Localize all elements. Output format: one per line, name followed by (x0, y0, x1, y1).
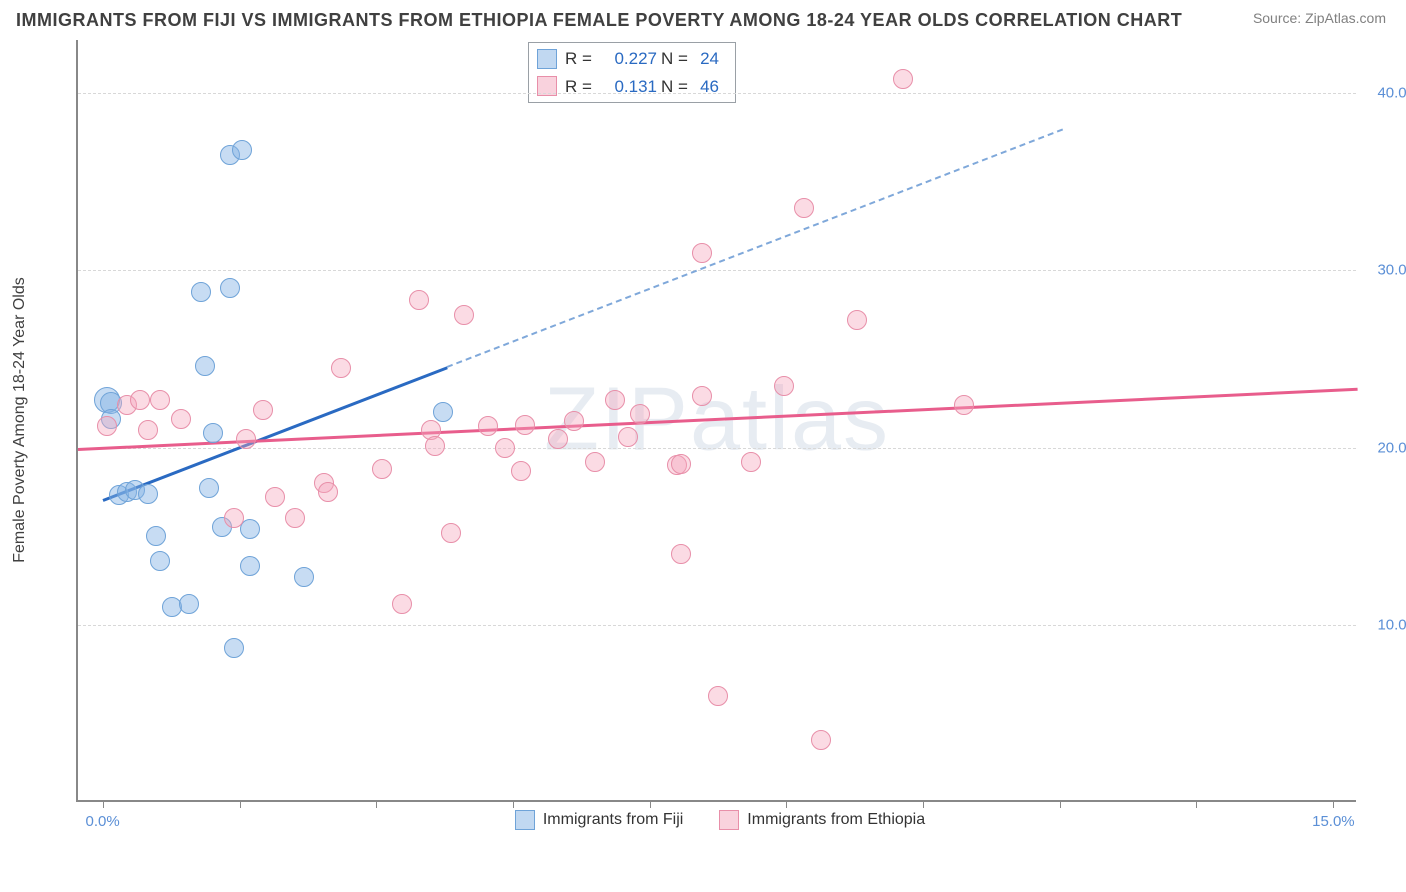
ethiopia-data-point (605, 390, 625, 410)
y-tick-label: 10.0% (1364, 616, 1406, 633)
fiji-data-point (203, 423, 223, 443)
ethiopia-data-point (138, 420, 158, 440)
ethiopia-r-value: 0.131 (601, 74, 661, 100)
ethiopia-data-point (847, 310, 867, 330)
legend-r-label-2: R = (565, 74, 601, 100)
legend-r-label: R = (565, 46, 601, 72)
ethiopia-data-point (171, 409, 191, 429)
ethiopia-data-point (954, 395, 974, 415)
x-tick (923, 800, 924, 808)
plot-region: ZIPatlas R = 0.227 N = 24 R = 0.131 N = … (76, 40, 1356, 802)
fiji-data-point (191, 282, 211, 302)
series-legend: Immigrants from Fiji Immigrants from Eth… (50, 810, 1390, 830)
ethiopia-data-point (741, 452, 761, 472)
ethiopia-data-point (630, 404, 650, 424)
ethiopia-swatch-icon (719, 810, 739, 830)
ethiopia-data-point (224, 508, 244, 528)
fiji-data-point (433, 402, 453, 422)
gridline (78, 625, 1356, 626)
ethiopia-data-point (548, 429, 568, 449)
x-tick (1196, 800, 1197, 808)
fiji-series-label: Immigrants from Fiji (543, 811, 683, 829)
y-axis-label: Female Poverty Among 18-24 Year Olds (11, 277, 29, 563)
fiji-trend-dashed (447, 129, 1063, 368)
fiji-data-point (150, 551, 170, 571)
ethiopia-data-point (478, 416, 498, 436)
fiji-data-point (179, 594, 199, 614)
y-tick-label: 40.0% (1364, 85, 1406, 102)
ethiopia-data-point (392, 594, 412, 614)
fiji-swatch-icon (537, 49, 557, 69)
gridline (78, 270, 1356, 271)
ethiopia-data-point (515, 415, 535, 435)
fiji-data-point (138, 484, 158, 504)
legend-n-label: N = (661, 46, 693, 72)
fiji-n-value: 24 (693, 46, 723, 72)
ethiopia-data-point (409, 290, 429, 310)
fiji-data-point (220, 278, 240, 298)
ethiopia-trend (78, 387, 1358, 450)
x-tick (513, 800, 514, 808)
legend-item-ethiopia: Immigrants from Ethiopia (719, 810, 925, 830)
ethiopia-data-point (794, 198, 814, 218)
ethiopia-data-point (265, 487, 285, 507)
ethiopia-data-point (671, 454, 691, 474)
x-tick (650, 800, 651, 808)
x-tick (786, 800, 787, 808)
ethiopia-data-point (564, 411, 584, 431)
fiji-data-point (240, 519, 260, 539)
ethiopia-data-point (811, 730, 831, 750)
ethiopia-data-point (425, 436, 445, 456)
ethiopia-n-value: 46 (693, 74, 723, 100)
source-label: Source: ZipAtlas.com (1253, 10, 1386, 26)
ethiopia-data-point (318, 482, 338, 502)
ethiopia-data-point (236, 429, 256, 449)
x-tick (376, 800, 377, 808)
y-tick-label: 20.0% (1364, 439, 1406, 456)
ethiopia-data-point (97, 416, 117, 436)
fiji-data-point (146, 526, 166, 546)
x-tick (1333, 800, 1334, 808)
chart-title: IMMIGRANTS FROM FIJI VS IMMIGRANTS FROM … (16, 10, 1182, 31)
gridline (78, 448, 1356, 449)
gridline (78, 93, 1356, 94)
ethiopia-data-point (618, 427, 638, 447)
ethiopia-data-point (372, 459, 392, 479)
fiji-data-point (294, 567, 314, 587)
chart-area: Female Poverty Among 18-24 Year Olds ZIP… (50, 40, 1390, 830)
ethiopia-data-point (253, 400, 273, 420)
fiji-data-point (199, 478, 219, 498)
ethiopia-data-point (893, 69, 913, 89)
fiji-swatch-icon (515, 810, 535, 830)
ethiopia-data-point (774, 376, 794, 396)
ethiopia-data-point (671, 544, 691, 564)
ethiopia-data-point (285, 508, 305, 528)
ethiopia-series-label: Immigrants from Ethiopia (747, 811, 925, 829)
ethiopia-data-point (692, 386, 712, 406)
legend-n-label-2: N = (661, 74, 693, 100)
x-tick (1060, 800, 1061, 808)
fiji-data-point (195, 356, 215, 376)
x-tick (103, 800, 104, 808)
ethiopia-data-point (331, 358, 351, 378)
ethiopia-data-point (130, 390, 150, 410)
y-tick-label: 30.0% (1364, 262, 1406, 279)
ethiopia-data-point (585, 452, 605, 472)
ethiopia-data-point (441, 523, 461, 543)
ethiopia-data-point (150, 390, 170, 410)
fiji-r-value: 0.227 (601, 46, 661, 72)
ethiopia-data-point (495, 438, 515, 458)
fiji-data-point (240, 556, 260, 576)
x-tick (240, 800, 241, 808)
fiji-data-point (232, 140, 252, 160)
legend-item-fiji: Immigrants from Fiji (515, 810, 683, 830)
ethiopia-data-point (511, 461, 531, 481)
ethiopia-data-point (454, 305, 474, 325)
ethiopia-data-point (708, 686, 728, 706)
fiji-data-point (224, 638, 244, 658)
ethiopia-data-point (692, 243, 712, 263)
